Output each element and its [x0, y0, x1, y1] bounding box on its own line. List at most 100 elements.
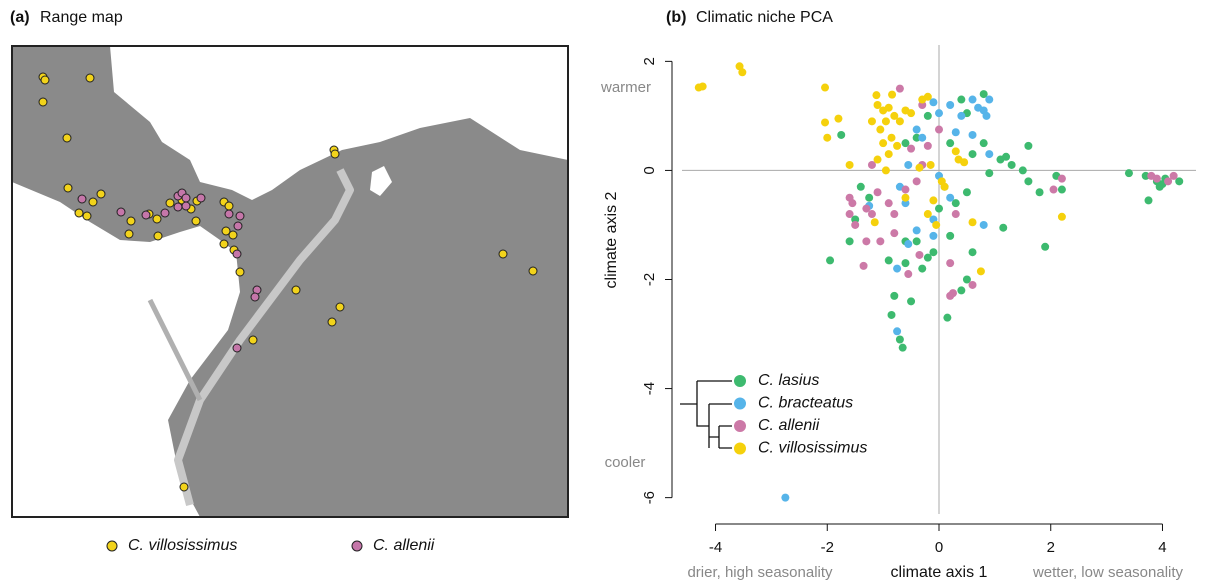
data-point [738, 68, 746, 76]
data-point [969, 131, 977, 139]
occurrence-point [97, 190, 105, 198]
data-point [1145, 196, 1153, 204]
data-point [896, 85, 904, 93]
data-point [1024, 142, 1032, 150]
data-point [871, 218, 879, 226]
x-tick-label: -2 [821, 539, 834, 556]
data-point [960, 158, 968, 166]
occurrence-point [236, 268, 244, 276]
data-point [890, 292, 898, 300]
data-point [907, 145, 915, 153]
legend-label: C. allenii [758, 417, 820, 434]
occurrence-point [127, 217, 135, 225]
data-point [885, 256, 893, 264]
figure: (a) Range map (b) Climatic niche PCA C. … [0, 0, 1222, 583]
data-point [999, 224, 1007, 232]
data-point [1050, 186, 1058, 194]
occurrence-point [249, 336, 257, 344]
occurrence-point [229, 231, 237, 239]
occurrence-point [292, 286, 300, 294]
occurrence-point [64, 184, 72, 192]
data-point [874, 188, 882, 196]
data-point [872, 91, 880, 99]
data-point [893, 327, 901, 335]
data-point [929, 232, 937, 240]
dendrogram [680, 381, 732, 448]
occurrence-point [41, 76, 49, 84]
occurrence-point [89, 198, 97, 206]
data-point [826, 256, 834, 264]
data-point [913, 126, 921, 134]
legend-label: C. villosissimus [758, 440, 867, 457]
data-point [1170, 172, 1178, 180]
data-point [946, 194, 954, 202]
data-point [918, 265, 926, 273]
occurrence-point [225, 210, 233, 218]
data-point [1058, 213, 1066, 221]
data-point [882, 117, 890, 125]
data-point [893, 265, 901, 273]
occurrence-point [166, 199, 174, 207]
data-point [901, 194, 909, 202]
data-point [904, 161, 912, 169]
occurrence-point [182, 194, 190, 202]
data-point [935, 205, 943, 213]
data-point [865, 194, 873, 202]
data-point [957, 112, 965, 120]
data-point [946, 259, 954, 267]
occurrence-point [251, 293, 259, 301]
data-point [868, 210, 876, 218]
occurrence-point [328, 318, 336, 326]
data-point [899, 344, 907, 352]
data-point [977, 267, 985, 275]
y-tick-label: 2 [641, 57, 658, 65]
occurrence-point [83, 212, 91, 220]
x-tick-label: 0 [935, 539, 943, 556]
occurrence-point [192, 217, 200, 225]
legend-label: C. allenii [373, 537, 435, 554]
data-point [896, 117, 904, 125]
legend-marker [352, 541, 362, 551]
data-point [860, 262, 868, 270]
data-point [969, 218, 977, 226]
data-point [823, 134, 831, 142]
data-point [890, 210, 898, 218]
occurrence-point [39, 98, 47, 106]
data-point [913, 177, 921, 185]
data-point [985, 169, 993, 177]
legend-marker [734, 443, 746, 455]
data-point [963, 188, 971, 196]
panel-title: Climatic niche PCA [696, 9, 833, 26]
legend-label: C. bracteatus [758, 395, 853, 412]
data-point [957, 286, 965, 294]
data-point [1153, 175, 1161, 183]
panel-label: (b) [666, 9, 686, 26]
data-point [879, 139, 887, 147]
data-point [1024, 177, 1032, 185]
occurrence-point [336, 303, 344, 311]
x-tick-label: 4 [1158, 539, 1166, 556]
data-point [868, 117, 876, 125]
data-point [957, 96, 965, 104]
occurrence-point [78, 195, 86, 203]
occurrence-point [499, 250, 507, 258]
occurrence-point [174, 203, 182, 211]
data-point [885, 104, 893, 112]
y-tick-label: -6 [641, 491, 658, 504]
data-point [907, 297, 915, 305]
data-point [882, 166, 890, 174]
y-axis-label: climate axis 2 [603, 191, 620, 288]
occurrence-point [154, 232, 162, 240]
data-point [888, 91, 896, 99]
data-point [837, 131, 845, 139]
data-point [846, 210, 854, 218]
occurrence-point [225, 202, 233, 210]
occurrence-point [236, 212, 244, 220]
data-point [946, 139, 954, 147]
occurrence-point [234, 222, 242, 230]
data-point [876, 237, 884, 245]
data-point [915, 251, 923, 259]
legend-label: C. lasius [758, 372, 819, 389]
data-point [969, 96, 977, 104]
panel-title: Range map [40, 9, 123, 26]
